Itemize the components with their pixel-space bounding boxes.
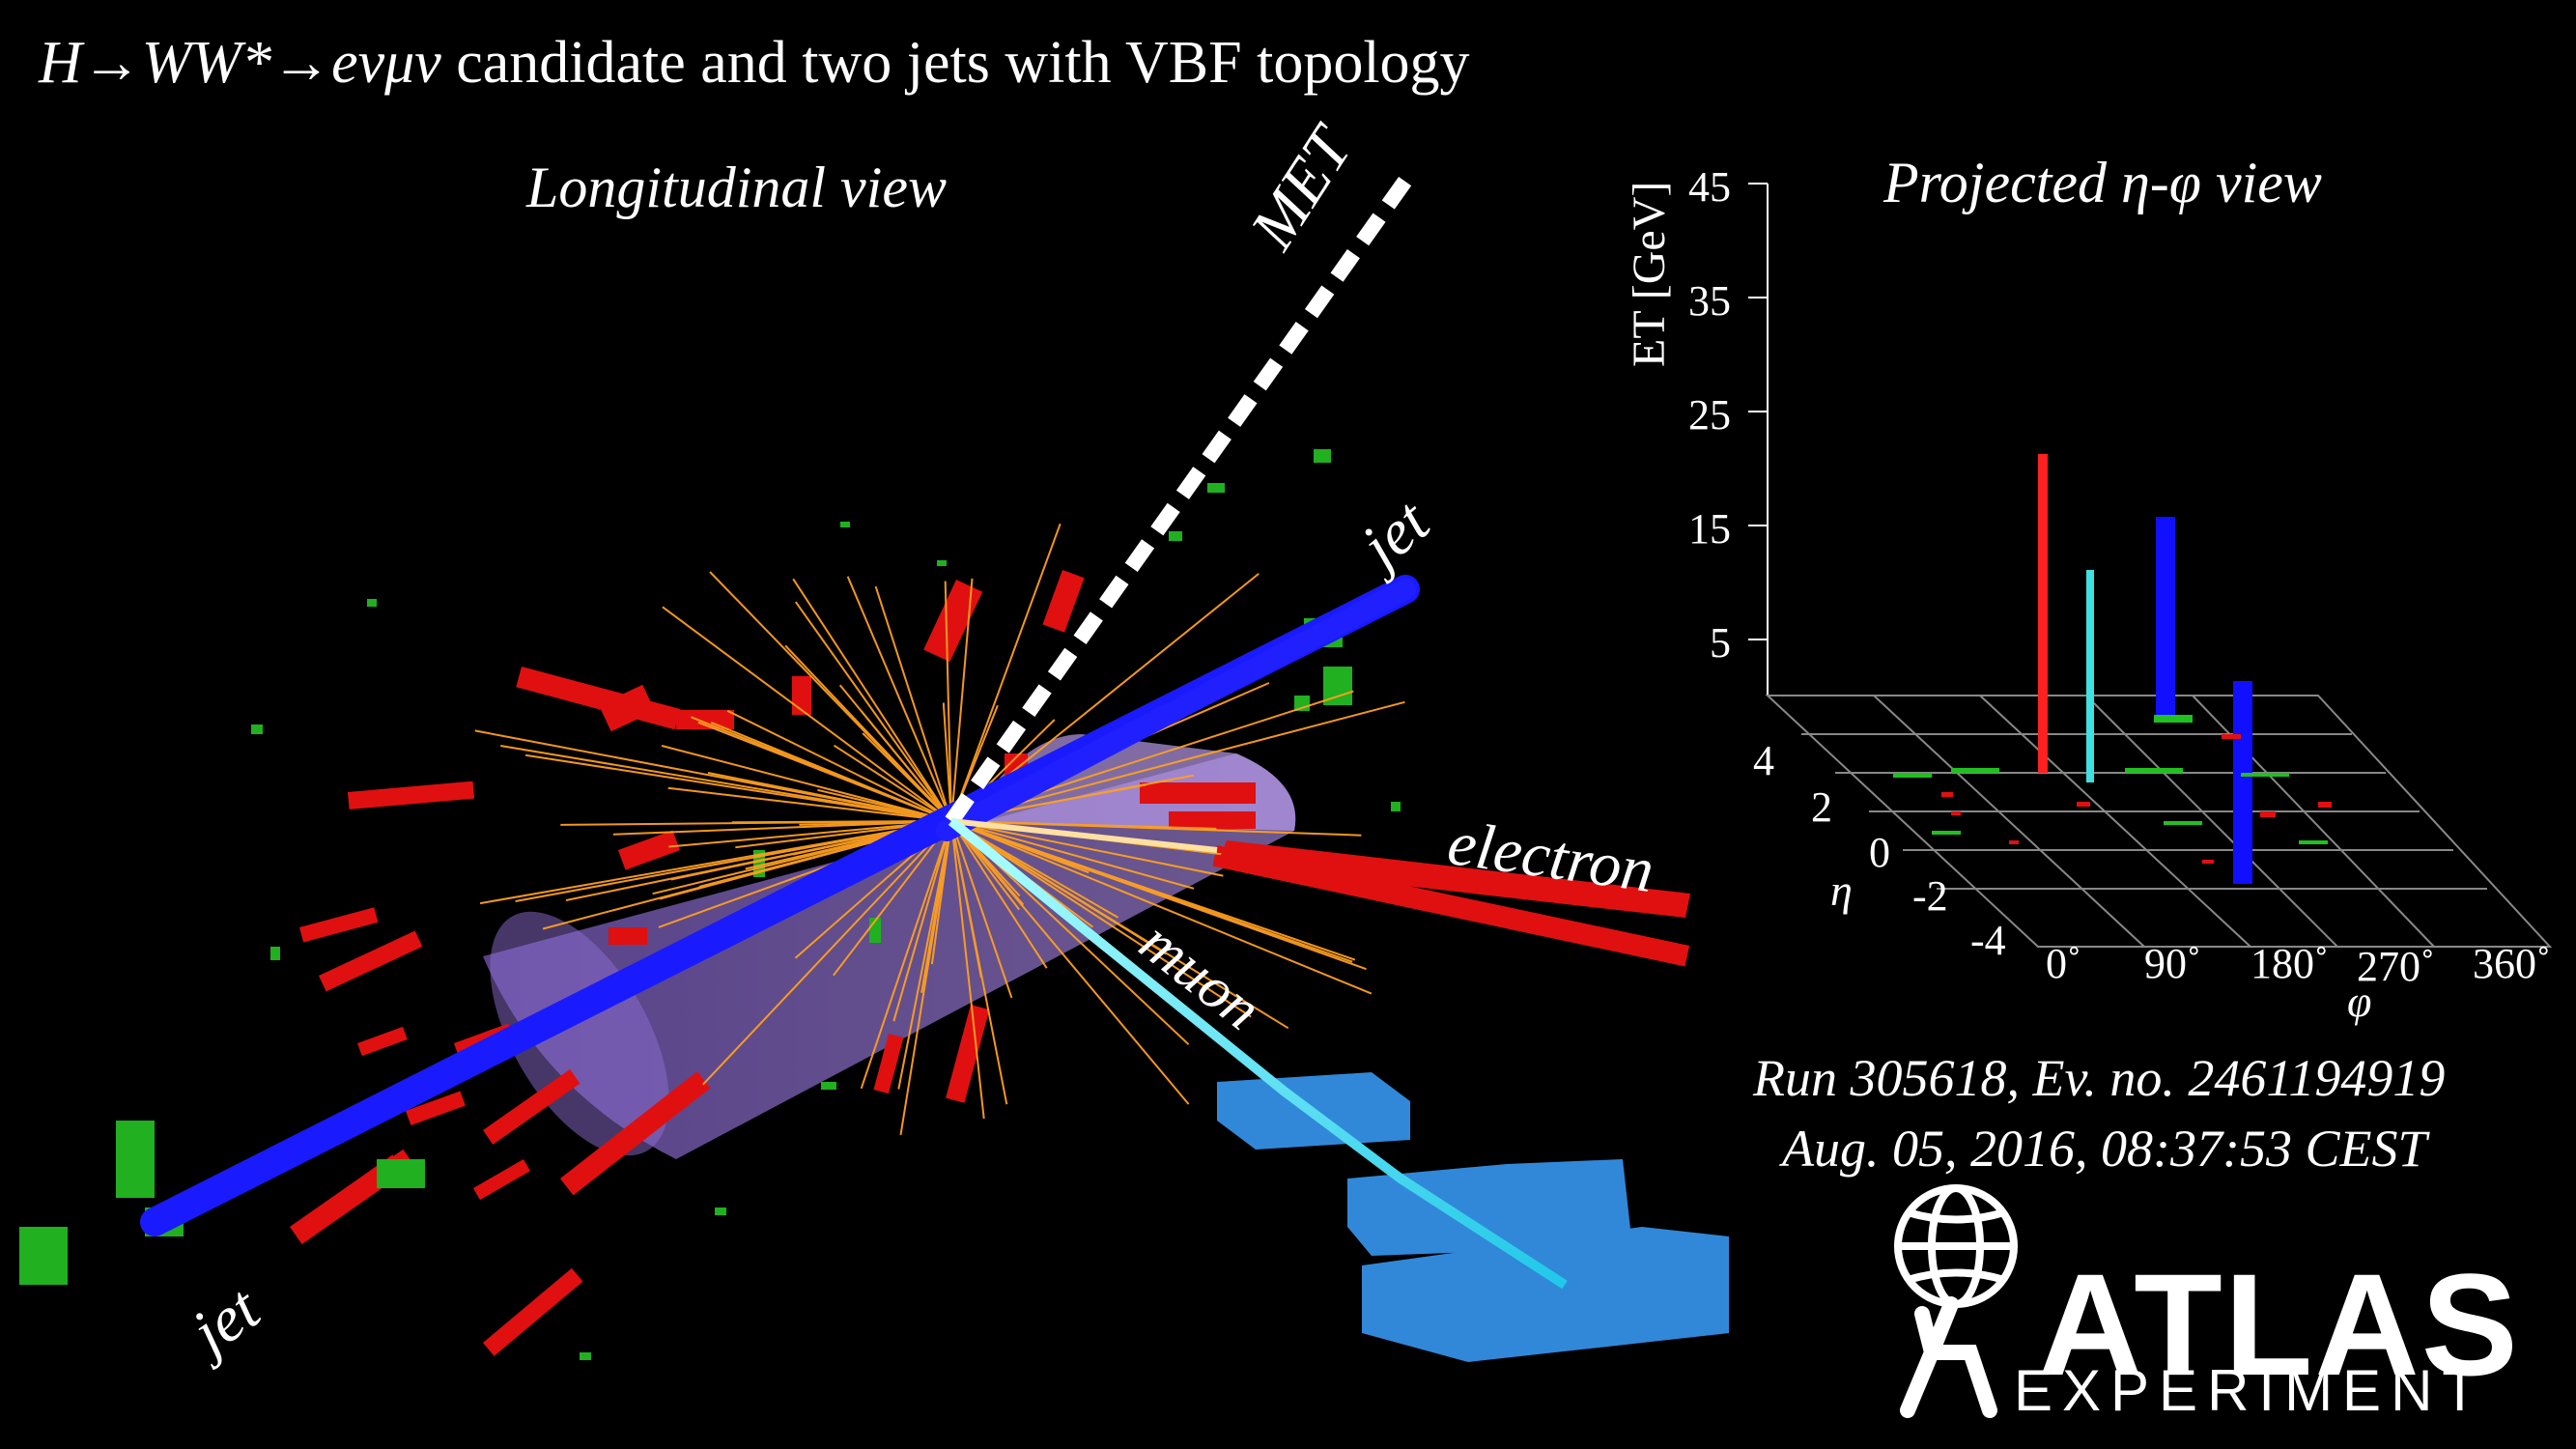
eta-tick-m4: -4 xyxy=(1970,917,2006,964)
eta-axis-label: η xyxy=(1830,866,1853,915)
projected-view-label: Projected η-φ view xyxy=(1883,151,2322,214)
atlas-experiment-text: EXPERIMENT xyxy=(2014,1358,2488,1423)
track-line xyxy=(691,716,952,822)
phi-tick-180: 180˚ xyxy=(2250,940,2329,987)
muon-chambers xyxy=(1217,1072,1729,1362)
track-line xyxy=(668,820,952,848)
jet-beam xyxy=(140,575,1420,1236)
y-tick-15: 15 xyxy=(1688,505,1731,553)
phi-tick-270: 270˚ xyxy=(2357,943,2435,990)
track-line xyxy=(950,820,1048,969)
track-line xyxy=(950,820,1356,961)
track-line xyxy=(726,709,952,822)
event-date: Aug. 05, 2016, 08:37:53 CEST xyxy=(1782,1120,2427,1178)
longitudinal-view-label: Longitudinal view xyxy=(526,156,947,219)
title-rest: candidate and two jets with VBF topology xyxy=(440,30,1470,96)
track-line xyxy=(950,820,985,1120)
eta-tick-0: 0 xyxy=(1869,829,1890,876)
track-line xyxy=(667,786,952,822)
track-line xyxy=(944,581,952,822)
track-line xyxy=(662,606,952,822)
track-line xyxy=(846,576,952,822)
phi-tick-0: 0˚ xyxy=(2046,940,2081,987)
track-line xyxy=(950,820,1224,877)
title-formula: H→WW*→eνμν xyxy=(39,30,441,96)
track-line xyxy=(950,578,974,822)
track-line xyxy=(474,729,952,822)
track-line xyxy=(874,585,952,822)
track-line xyxy=(479,820,952,905)
track-line xyxy=(500,745,952,822)
y-tick-5: 5 xyxy=(1710,619,1731,667)
tracks xyxy=(474,523,1405,1136)
calorimeter-deposits-red xyxy=(289,570,1690,1356)
track-line xyxy=(701,820,952,1086)
track-line xyxy=(950,820,1362,837)
track-line xyxy=(950,820,1195,890)
phi-tick-360: 360˚ xyxy=(2473,940,2551,987)
track-line xyxy=(950,820,1013,999)
atlas-logo-text: ATLAS xyxy=(2038,1243,2520,1406)
eta-tick-m2: -2 xyxy=(1912,872,1948,920)
met-line xyxy=(945,169,1417,826)
et-axis-label: ET [GeV] xyxy=(1624,181,1675,367)
track-line xyxy=(860,820,952,1090)
track-line xyxy=(784,644,952,822)
track-line xyxy=(950,523,1062,822)
track-line xyxy=(565,820,952,901)
track-line xyxy=(833,744,952,822)
track-line xyxy=(560,820,952,826)
lego-bars xyxy=(1893,454,2332,884)
run-info: Run 305618, Ev. no. 2461194919 xyxy=(1753,1049,2446,1107)
muon-track xyxy=(948,817,1568,1290)
track-line xyxy=(892,820,952,1022)
atlas-logo-icon xyxy=(1894,1184,2018,1418)
track-line xyxy=(920,820,952,993)
y-tick-25: 25 xyxy=(1688,391,1731,439)
track-line xyxy=(950,820,1289,1030)
eta-tick-4: 4 xyxy=(1753,737,1774,784)
track-line xyxy=(792,578,952,822)
y-tick-35: 35 xyxy=(1688,277,1731,325)
eta-tick-2: 2 xyxy=(1811,783,1832,831)
page-title: H→WW*→eνμν candidate and two jets with V… xyxy=(39,29,1470,98)
track-line xyxy=(661,745,952,822)
track-line xyxy=(950,820,1252,1018)
y-tick-45: 45 xyxy=(1688,163,1731,211)
track-line xyxy=(950,820,1090,874)
electron-track xyxy=(1217,840,1690,918)
track-line xyxy=(833,820,952,977)
track-line xyxy=(838,684,952,822)
track-line xyxy=(794,601,952,822)
track-line xyxy=(950,700,1405,822)
track-line xyxy=(950,820,1373,995)
phi-axis-label: φ xyxy=(2347,977,2372,1026)
calorimeter-barrel xyxy=(483,734,1296,1159)
phi-tick-90: 90˚ xyxy=(2144,940,2201,987)
track-line xyxy=(950,820,982,979)
track-line xyxy=(897,820,952,1090)
